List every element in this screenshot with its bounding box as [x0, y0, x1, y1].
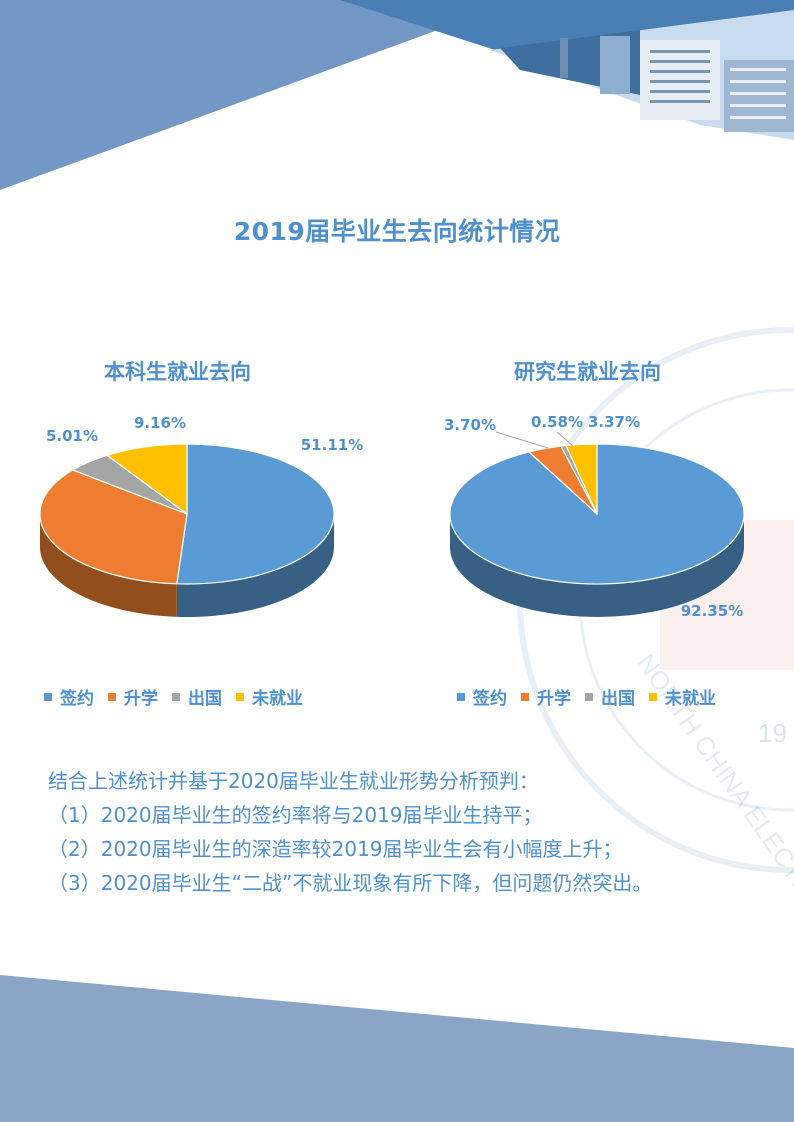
legend-item-study: 升学 — [521, 684, 571, 709]
conclusion-intro: 结合上述统计并基于2020届毕业生就业形势分析预判： — [48, 769, 539, 793]
legend-swatch-abroad — [172, 692, 180, 701]
legend-undergrad: 签约 升学 出国 未就业 — [44, 684, 317, 709]
pie-slice-unemployed — [105, 443, 188, 516]
legend-item-abroad: 出国 — [585, 684, 635, 709]
legend-graduate: 签约 升学 出国 未就业 — [457, 684, 730, 709]
leader-line-abroad — [556, 431, 574, 447]
legend-swatch-study — [521, 692, 529, 701]
legend-label-unemployed: 未就业 — [252, 689, 303, 709]
legend-label-sign: 签约 — [60, 689, 94, 709]
legend-label-abroad: 出国 — [188, 689, 222, 709]
conclusion-text: 结合上述统计并基于2020届毕业生就业形势分析预判： （1）2020届毕业生的签… — [48, 764, 652, 900]
pie-slice-sign — [176, 443, 335, 585]
data-label-abroad: 5.01% — [46, 427, 98, 445]
pie-side-sign — [176, 514, 334, 617]
building-photo — [490, 10, 794, 140]
data-label-study: 34.73% — [57, 514, 119, 532]
data-label-study: 3.70% — [444, 416, 496, 434]
legend-item-unemployed: 未就业 — [649, 684, 716, 709]
pie-chart-0: 51.11% 34.73% 5.01% 9.16% — [39, 414, 363, 617]
legend-label-sign: 签约 — [473, 689, 507, 709]
conclusion-item-2: （2）2020届毕业生的深造率较2019届毕业生会有小幅度上升； — [48, 837, 623, 861]
legend-swatch-sign — [457, 692, 465, 701]
data-label-unemployed: 9.16% — [134, 414, 186, 432]
legend-swatch-study — [108, 692, 116, 701]
legend-item-study: 升学 — [108, 684, 158, 709]
legend-swatch-abroad — [585, 692, 593, 701]
legend-swatch-unemployed — [649, 692, 657, 701]
seal-year: 19 — [758, 718, 787, 748]
legend-label-study: 升学 — [537, 689, 571, 709]
pie-slice-study — [39, 469, 188, 585]
chart-title-undergrad: 本科生就业去向 — [104, 360, 251, 384]
top-right-strip — [340, 0, 794, 58]
top-banner-shape — [0, 0, 520, 190]
conclusion-item-3: （3）2020届毕业生“二战”不就业现象有所下降，但问题仍然突出。 — [48, 871, 653, 895]
legend-item-abroad: 出国 — [172, 684, 222, 709]
pie-slice-unemployed — [565, 443, 598, 515]
legend-item-unemployed: 未就业 — [236, 684, 303, 709]
pie-side-study — [40, 514, 177, 617]
leader-line-study — [495, 431, 549, 449]
legend-label-unemployed: 未就业 — [665, 689, 716, 709]
legend-label-study: 升学 — [124, 689, 158, 709]
conclusion-item-1: （1）2020届毕业生的签约率将与2019届毕业生持平； — [48, 803, 543, 827]
data-label-unemployed: 3.37% — [588, 413, 640, 431]
legend-item-sign: 签约 — [457, 684, 507, 709]
chart-title-graduate: 研究生就业去向 — [514, 360, 661, 384]
data-label-sign: 92.35% — [681, 602, 743, 620]
legend-swatch-unemployed — [236, 692, 244, 701]
legend-item-sign: 签约 — [44, 684, 94, 709]
pie-chart-1: 92.35% 3.70% 0.58% 3.37% — [444, 413, 745, 620]
legend-swatch-sign — [44, 692, 52, 701]
data-label-abroad: 0.58% — [531, 413, 583, 431]
data-label-sign: 51.11% — [301, 436, 363, 454]
legend-label-abroad: 出国 — [601, 689, 635, 709]
page-title: 2019届毕业生去向统计情况 — [233, 217, 561, 246]
pie-side-sign — [450, 514, 744, 617]
bottom-banner-shape — [0, 975, 794, 1122]
